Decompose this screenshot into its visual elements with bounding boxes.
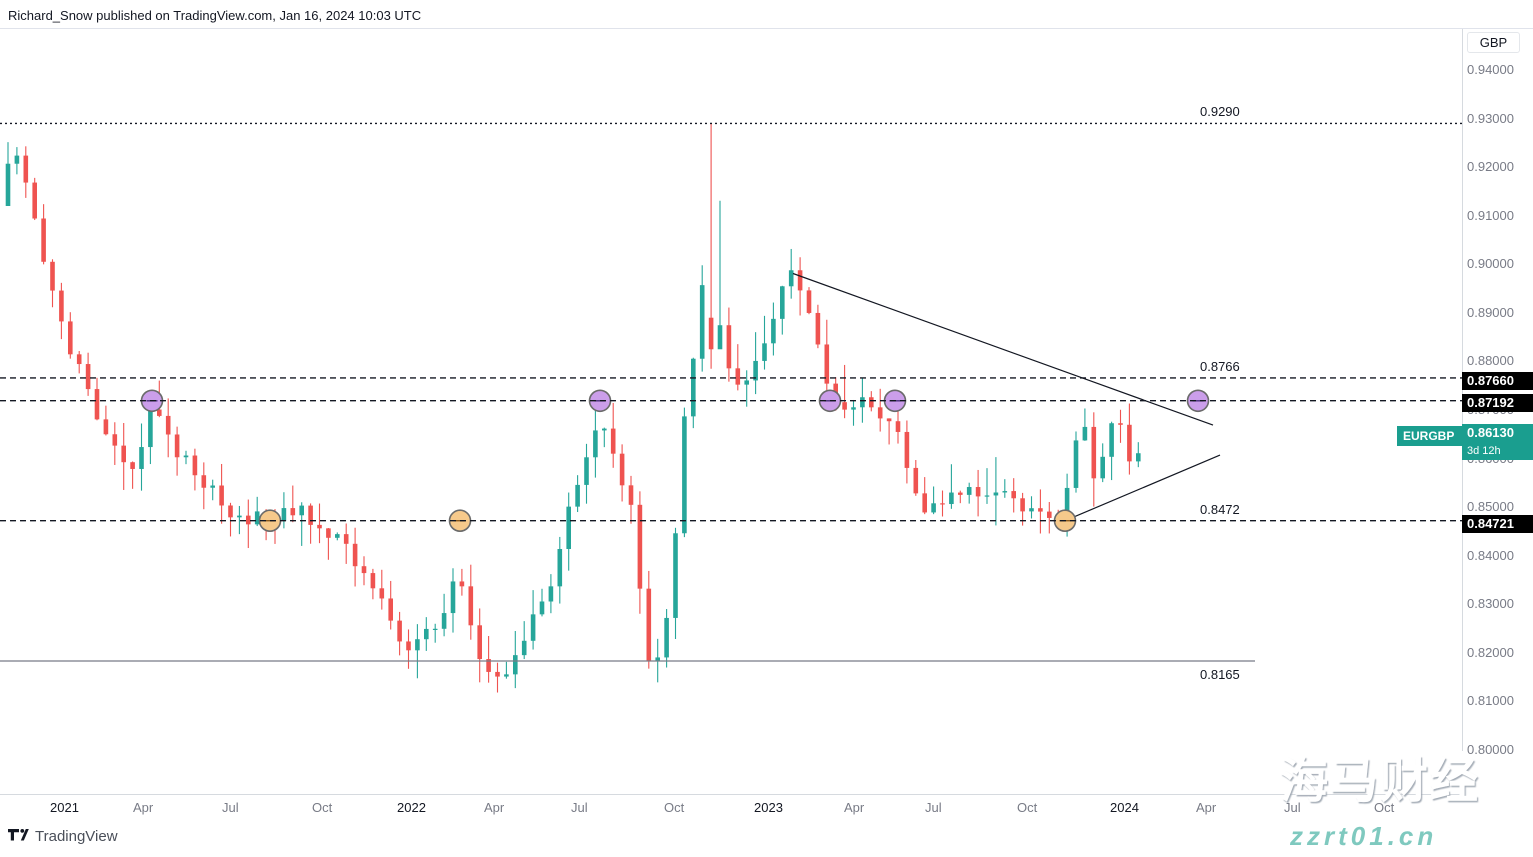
svg-text:TradingView: TradingView <box>35 828 118 845</box>
svg-text:0.8766: 0.8766 <box>1200 359 1240 374</box>
svg-text:0.8472: 0.8472 <box>1200 502 1240 517</box>
svg-text:zzrt01.cn: zzrt01.cn <box>1290 822 1437 851</box>
svg-text:0.8165: 0.8165 <box>1200 667 1240 682</box>
svg-text:0.9290: 0.9290 <box>1200 104 1240 119</box>
svg-text:海马财经: 海马财经 <box>1280 755 1480 808</box>
